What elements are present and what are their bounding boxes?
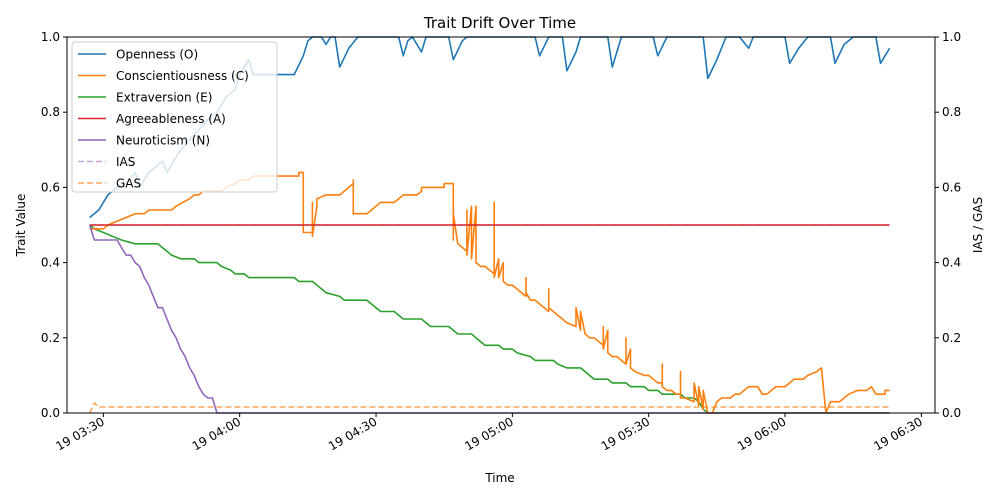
y-tick-label: 0.8: [41, 105, 60, 119]
y2-tick-label: 0.4: [942, 256, 961, 270]
legend-entry-label: GAS: [116, 177, 141, 191]
x-tick-label: 19 05:30: [599, 414, 652, 453]
legend-frame: [71, 41, 278, 193]
legend-entry-label: Agreeableness (A): [116, 112, 226, 126]
y2-tick-label: 1.0: [942, 30, 961, 44]
series-line-extraversion-e: [89, 224, 890, 414]
x-tick-label: 19 05:00: [462, 414, 515, 453]
legend-entry-label: Openness (O): [116, 48, 198, 62]
y-axis-right: 0.0 0.2 0.4 0.6 0.8 1.0: [935, 30, 961, 420]
y-axis-left: 0.0 0.2 0.4 0.6 0.8 1.0: [41, 30, 67, 420]
x-axis: 19 03:30 19 04:00 19 04:30 19 05:00 19 05:30…: [53, 413, 925, 453]
y2-axis-label: IAS / GAS: [971, 197, 985, 253]
x-tick-label: 19 06:30: [871, 414, 924, 453]
y2-tick-label: 0.8: [942, 105, 961, 119]
legend-entry-label: Conscientiousness (C): [116, 69, 249, 83]
legend-entry-label: Neuroticism (N): [116, 134, 210, 148]
y-tick-label: 0.0: [41, 406, 60, 420]
y-tick-label: 0.6: [41, 180, 60, 194]
y-tick-label: 0.4: [41, 256, 60, 270]
series-line-gas: [88, 402, 890, 414]
y-tick-label: 0.2: [41, 331, 60, 345]
y2-tick-label: 0.2: [942, 331, 961, 345]
x-tick-label: 19 04:30: [326, 414, 379, 453]
legend-entry-label: Extraversion (E): [116, 91, 212, 105]
x-axis-label: Time: [484, 471, 514, 485]
y-tick-label: 1.0: [41, 30, 60, 44]
y2-tick-label: 0.6: [942, 180, 961, 194]
plot-area: [88, 36, 891, 414]
series-line-neuroticism-n: [88, 224, 890, 414]
y-axis-label: Trait Value: [14, 194, 28, 258]
y2-tick-label: 0.0: [942, 406, 961, 420]
legend: Openness (O) Conscientiousness (C) Extrave…: [71, 41, 278, 193]
legend-entry-label: IAS: [116, 155, 135, 169]
x-tick-label: 19 06:00: [735, 414, 788, 453]
chart-title: Trait Drift Over Time: [423, 14, 576, 32]
series-line-conscientiousness-c: [89, 171, 890, 414]
x-tick-label: 19 03:30: [53, 414, 106, 453]
plot-frame: [66, 36, 936, 414]
x-tick-label: 19 04:00: [190, 414, 243, 453]
